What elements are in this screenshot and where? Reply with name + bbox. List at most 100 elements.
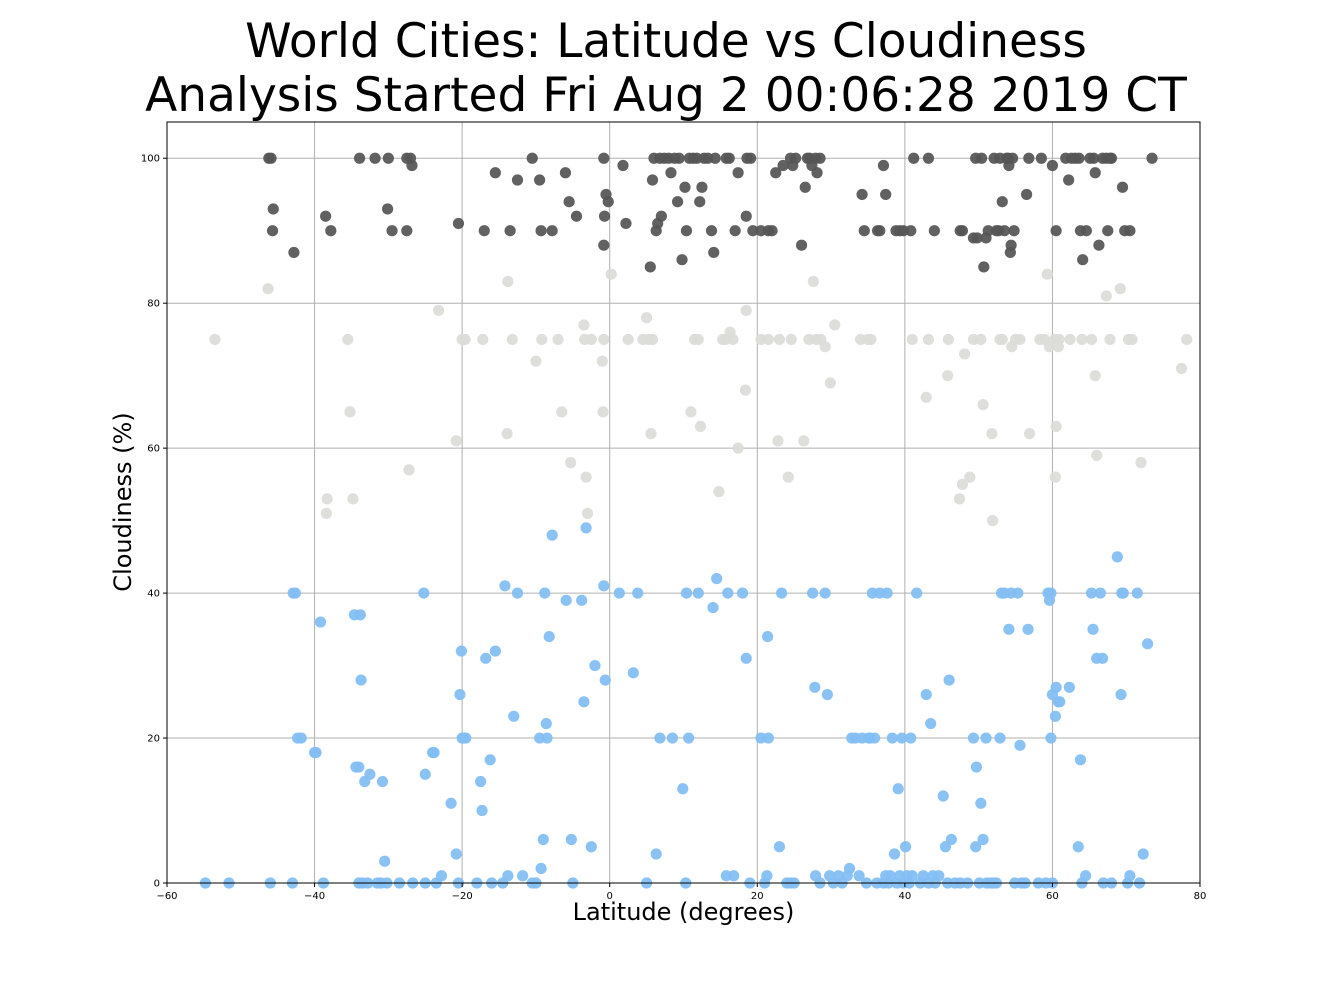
data-point xyxy=(1093,239,1105,251)
data-point xyxy=(1008,225,1020,237)
data-point xyxy=(1035,152,1047,164)
data-point xyxy=(886,732,898,744)
data-point xyxy=(1023,428,1036,440)
data-point xyxy=(728,870,740,882)
data-point xyxy=(342,333,354,346)
data-point xyxy=(970,761,983,773)
data-point xyxy=(853,870,865,882)
data-point xyxy=(1014,739,1026,751)
data-point xyxy=(971,232,983,244)
y-axis-label: Cloudiness (%) xyxy=(109,412,137,592)
data-point xyxy=(506,333,518,346)
x-tick-label: 20 xyxy=(751,891,764,902)
data-point xyxy=(745,152,757,164)
data-point xyxy=(581,507,594,519)
data-point xyxy=(671,196,684,208)
data-point xyxy=(1124,225,1136,237)
data-point xyxy=(517,870,529,882)
data-point xyxy=(777,159,789,172)
data-point xyxy=(896,732,908,744)
data-point xyxy=(685,406,697,418)
data-point xyxy=(881,587,893,599)
data-point xyxy=(676,254,688,266)
data-point xyxy=(1014,333,1026,346)
data-point xyxy=(798,435,810,447)
data-point xyxy=(265,152,277,164)
data-point xyxy=(723,152,735,164)
data-point xyxy=(975,152,988,164)
data-point xyxy=(1049,471,1061,483)
data-point xyxy=(762,333,774,346)
data-point xyxy=(325,225,337,237)
data-point xyxy=(942,370,954,382)
data-point xyxy=(986,428,998,440)
data-point xyxy=(762,630,774,643)
data-point xyxy=(766,225,778,237)
ticks-layer: −60 −40 −20 0 20 40 60 80 0 20 40 60 80 100 xyxy=(141,154,1206,902)
data-point xyxy=(1050,225,1062,237)
x-tick-label: 80 xyxy=(1194,891,1207,902)
data-point xyxy=(502,275,514,288)
data-point xyxy=(376,775,389,788)
data-point xyxy=(401,225,413,237)
data-point xyxy=(428,746,440,759)
data-point xyxy=(598,333,610,346)
data-point xyxy=(530,355,542,367)
data-point xyxy=(694,196,706,208)
data-point xyxy=(677,783,689,795)
data-point xyxy=(539,587,551,599)
data-point xyxy=(843,862,856,875)
data-point xyxy=(987,515,999,527)
data-point xyxy=(782,471,794,483)
data-point xyxy=(884,870,896,882)
data-point xyxy=(747,225,759,237)
data-point xyxy=(692,333,704,346)
data-point xyxy=(1116,181,1129,193)
data-point xyxy=(1072,841,1084,853)
data-point xyxy=(641,312,653,324)
data-point xyxy=(740,652,752,664)
data-point xyxy=(998,225,1011,237)
data-point xyxy=(1137,848,1149,860)
data-point xyxy=(511,587,524,599)
data-point xyxy=(776,587,788,599)
data-point xyxy=(289,587,301,599)
data-point xyxy=(605,268,617,280)
data-point xyxy=(1080,225,1092,237)
data-point xyxy=(673,152,685,164)
data-point xyxy=(418,587,430,599)
data-point xyxy=(711,573,723,585)
data-point xyxy=(627,667,639,679)
data-point xyxy=(696,181,708,193)
data-point xyxy=(933,870,945,882)
data-point xyxy=(632,587,644,599)
data-point xyxy=(790,152,802,164)
data-point xyxy=(1063,174,1075,186)
data-point xyxy=(899,841,912,853)
data-point xyxy=(450,435,462,447)
data-point xyxy=(589,659,601,672)
data-point xyxy=(967,732,980,744)
data-point xyxy=(905,225,917,237)
x-tick-label: 40 xyxy=(898,891,911,902)
x-tick-label: 0 xyxy=(607,891,613,902)
data-point xyxy=(707,601,719,614)
data-point xyxy=(943,674,955,686)
data-point xyxy=(739,384,752,396)
data-point xyxy=(773,841,786,853)
data-point xyxy=(459,333,471,346)
data-point xyxy=(1115,688,1127,701)
data-point xyxy=(762,732,774,744)
data-point xyxy=(502,870,514,882)
data-point xyxy=(977,833,989,846)
data-point xyxy=(1049,710,1061,722)
data-point xyxy=(773,333,786,346)
data-point xyxy=(722,587,734,599)
data-point xyxy=(585,333,597,346)
data-point xyxy=(477,333,489,346)
data-point xyxy=(403,464,415,476)
y-tick-label: 40 xyxy=(147,589,160,600)
data-point xyxy=(489,645,501,657)
data-point xyxy=(994,732,1006,744)
